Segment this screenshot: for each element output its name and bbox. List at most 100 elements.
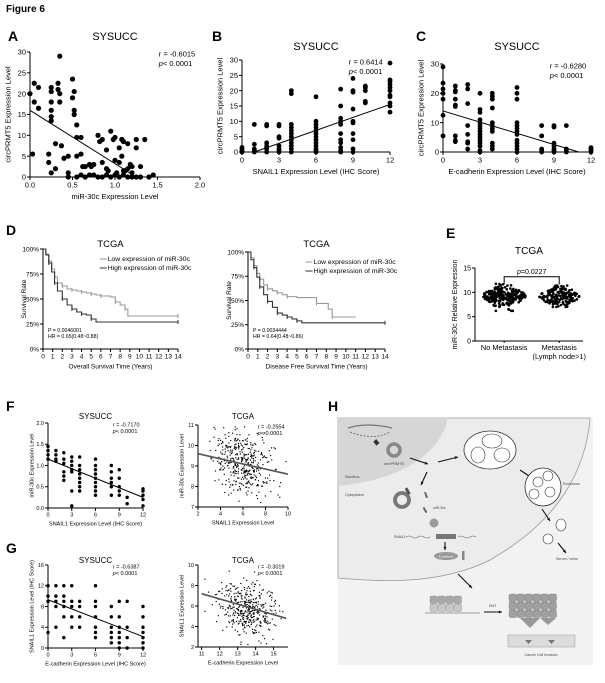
data-point (440, 64, 446, 70)
circulating-cell (525, 640, 555, 644)
data-point (245, 492, 247, 494)
data-point (261, 436, 263, 439)
data-point (243, 624, 245, 626)
data-point (133, 145, 139, 151)
data-point (77, 463, 82, 468)
data-point (477, 110, 483, 115)
data-point (251, 610, 253, 612)
data-point (265, 643, 268, 645)
y-tick-label: 10 (18, 131, 26, 140)
data-point (228, 467, 230, 469)
data-point (48, 84, 54, 91)
data-point (228, 595, 230, 597)
data-point (137, 163, 144, 170)
x-tick-label: 0 (46, 513, 49, 519)
data-point (239, 440, 241, 442)
data-point (221, 588, 223, 590)
data-point (244, 601, 246, 603)
data-point (245, 615, 247, 618)
data-point (220, 605, 222, 607)
data-point (258, 631, 260, 633)
data-point (230, 600, 232, 602)
data-point (234, 438, 236, 440)
data-point (440, 86, 446, 92)
y-tick-label: 10 (463, 290, 471, 297)
data-point (545, 294, 549, 298)
label-circprmt5: circPRMT5 (384, 461, 405, 466)
data-point (229, 622, 231, 624)
data-point (253, 474, 255, 476)
data-point (248, 480, 250, 482)
data-point (255, 476, 258, 479)
data-point (258, 594, 260, 597)
data-point (230, 446, 232, 448)
p-value: p< 0.0001 (112, 429, 138, 435)
regression-line (254, 103, 391, 153)
data-point (245, 601, 247, 603)
data-point (125, 495, 129, 500)
data-point (225, 483, 227, 486)
data-point (250, 619, 252, 621)
data-point (242, 467, 244, 470)
data-point (555, 305, 558, 309)
data-point (497, 305, 501, 309)
data-point (244, 464, 246, 466)
data-point (141, 489, 145, 493)
data-point (257, 606, 259, 608)
data-point (204, 578, 206, 580)
y-axis-label: miR-30c Expression Level (30, 434, 36, 498)
data-point (350, 76, 356, 81)
x-tick-label: 12 (155, 354, 163, 361)
data-point (246, 618, 248, 620)
data-point (234, 426, 236, 428)
data-point (109, 604, 114, 609)
data-point (274, 603, 276, 605)
data-point (260, 453, 262, 455)
data-point (250, 454, 253, 457)
data-point (501, 298, 505, 302)
data-point (245, 594, 247, 596)
y-tick-label: 4 (191, 624, 194, 630)
data-point (271, 610, 273, 612)
data-point (232, 619, 234, 621)
data-point (234, 598, 236, 600)
data-point (497, 299, 501, 303)
p-value: p< 0.0001 (348, 67, 383, 76)
data-point (273, 447, 275, 449)
data-point (244, 596, 246, 598)
data-point (268, 590, 270, 592)
data-point (266, 592, 268, 594)
data-point (228, 478, 230, 480)
y-tick-label: 25 (18, 68, 26, 77)
data-point (77, 599, 82, 604)
data-point (465, 146, 471, 152)
panel-letter-f: F (6, 398, 15, 414)
data-point (125, 141, 131, 147)
data-point (245, 483, 247, 485)
data-point (264, 149, 270, 155)
data-point (227, 447, 229, 449)
data-point (248, 470, 250, 472)
data-point (245, 604, 247, 606)
data-point (227, 464, 229, 467)
x-tick-label: 12 (140, 513, 146, 519)
data-point (570, 293, 574, 297)
data-point (241, 458, 243, 460)
data-point (48, 118, 54, 124)
data-point (224, 614, 226, 616)
x-tick-label: No Metastasis (481, 343, 528, 352)
data-point (499, 291, 503, 295)
data-point (109, 480, 114, 485)
data-point (218, 443, 220, 445)
data-point (223, 473, 225, 476)
data-point (260, 622, 262, 624)
data-point (95, 132, 101, 138)
exosome (555, 518, 567, 532)
x-tick-label: 7 (109, 354, 113, 361)
data-point (507, 307, 510, 311)
data-point (146, 174, 152, 180)
x-axis-label: E-cadherin Expression Level (IHC Score) (448, 167, 586, 176)
data-point (235, 447, 238, 449)
chart-f2: 7 8 9 10 11 2 4 6 8 10 SNAIL1 Expression Level miR-… (180, 412, 291, 527)
cancer-cell (508, 593, 517, 602)
